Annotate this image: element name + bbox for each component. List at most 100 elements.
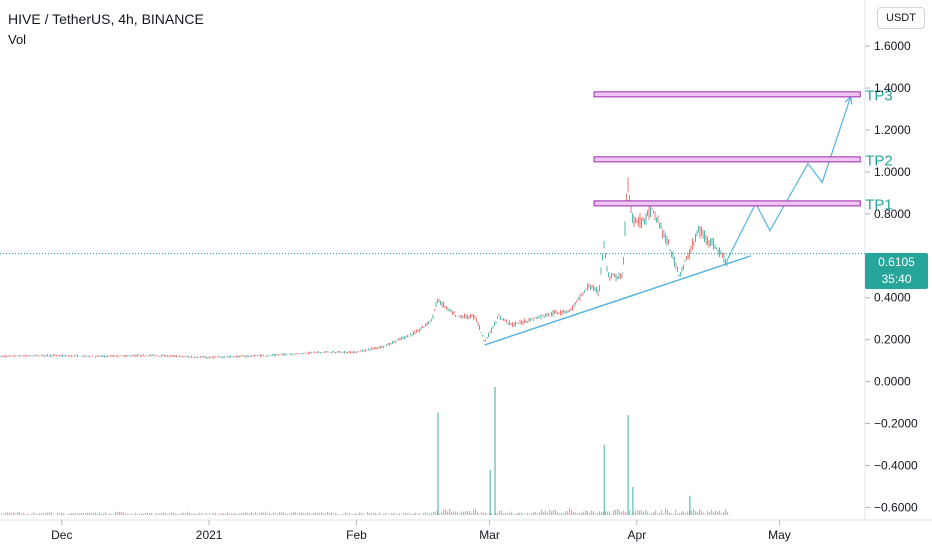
target-zone-tp1[interactable] bbox=[593, 200, 861, 207]
volume-bar bbox=[237, 513, 239, 515]
volume-bar bbox=[93, 513, 95, 515]
target-zone-tp3[interactable] bbox=[593, 91, 861, 98]
volume-bar bbox=[513, 514, 515, 515]
price-tick-label: −0.2000 bbox=[874, 417, 918, 431]
volume-spike bbox=[689, 495, 691, 515]
target-label-tp2: TP2 bbox=[865, 152, 893, 169]
volume-bar bbox=[363, 514, 365, 515]
volume-bar bbox=[271, 513, 273, 515]
projection-path[interactable] bbox=[726, 96, 852, 261]
volume-bar bbox=[5, 512, 7, 515]
volume-bar bbox=[611, 514, 613, 515]
volume-bar bbox=[599, 511, 601, 515]
volume-bar bbox=[567, 511, 569, 515]
volume-bar bbox=[403, 513, 405, 515]
volume-bar bbox=[529, 514, 531, 515]
volume-bar bbox=[309, 513, 311, 515]
volume-bar bbox=[641, 510, 643, 515]
volume-bar bbox=[601, 511, 603, 515]
volume-bar bbox=[471, 512, 473, 515]
target-zone-tp2[interactable] bbox=[593, 156, 861, 163]
volume-bar bbox=[483, 513, 485, 515]
volume-bar bbox=[623, 510, 625, 515]
volume-bar bbox=[9, 512, 11, 515]
volume-bar bbox=[113, 514, 115, 515]
volume-bar bbox=[359, 512, 361, 515]
volume-bar bbox=[687, 511, 689, 515]
volume-bar bbox=[207, 514, 209, 515]
volume-bar bbox=[385, 512, 387, 515]
volume-bar bbox=[205, 512, 207, 515]
chart-drawings[interactable]: TP1 TP2 TP3 bbox=[0, 87, 893, 346]
volume-bar bbox=[475, 509, 477, 515]
volume-bar bbox=[463, 511, 465, 515]
volume-bar bbox=[411, 514, 413, 515]
volume-bar bbox=[313, 512, 315, 515]
volume-bar bbox=[131, 513, 133, 515]
volume-bar bbox=[71, 512, 73, 515]
volume-bar bbox=[679, 512, 681, 515]
volume-bar bbox=[43, 513, 45, 515]
volume-bar bbox=[133, 514, 135, 515]
volume-bar bbox=[57, 512, 59, 515]
volume-bar bbox=[631, 514, 633, 515]
time-tick-label: Apr bbox=[628, 528, 647, 542]
volume-bar bbox=[713, 512, 715, 515]
volume-bar bbox=[69, 513, 71, 515]
volume-bar bbox=[683, 511, 685, 515]
volume-bar bbox=[473, 509, 475, 515]
volume-bar bbox=[143, 513, 145, 515]
volume-bar bbox=[311, 514, 313, 515]
volume-label[interactable]: Vol bbox=[8, 32, 27, 47]
volume-bar bbox=[27, 513, 29, 515]
volume-spike bbox=[627, 415, 629, 515]
volume-bar bbox=[665, 508, 667, 515]
price-tick-label: 1.0000 bbox=[874, 165, 911, 179]
volume-bar bbox=[13, 512, 15, 515]
volume-bar bbox=[289, 513, 291, 515]
volume-bar bbox=[355, 513, 357, 515]
volume-bar bbox=[241, 513, 243, 515]
price-tick-label: −0.6000 bbox=[874, 500, 918, 514]
ascending-trendline[interactable] bbox=[484, 255, 752, 346]
volume-bar bbox=[425, 512, 427, 515]
volume-bar bbox=[3, 513, 5, 515]
volume-bar bbox=[201, 512, 203, 515]
time-tick-label: Feb bbox=[346, 528, 367, 542]
volume-bar bbox=[155, 513, 157, 515]
volume-bar bbox=[79, 513, 81, 515]
volume-bar bbox=[373, 513, 375, 515]
volume-bar bbox=[265, 511, 267, 515]
volume-bar bbox=[525, 514, 527, 515]
time-tick-label: 2021 bbox=[196, 528, 223, 542]
volume-bar bbox=[251, 511, 253, 515]
volume-bar bbox=[59, 513, 61, 515]
volume-bar bbox=[235, 513, 237, 515]
volume-bar bbox=[531, 513, 533, 515]
volume-bar bbox=[661, 510, 663, 515]
volume-bar bbox=[597, 512, 599, 515]
volume-bar bbox=[157, 513, 159, 515]
volume-bar bbox=[619, 510, 621, 515]
volume-bar bbox=[317, 513, 319, 515]
currency-button[interactable]: USDT bbox=[877, 7, 925, 29]
volume-bar bbox=[47, 512, 49, 515]
volume-spike bbox=[494, 387, 496, 515]
volume-bar bbox=[37, 513, 39, 515]
volume-bar bbox=[213, 512, 215, 515]
price-tick-label: 1.2000 bbox=[874, 123, 911, 137]
volume-bar bbox=[547, 512, 549, 515]
volume-bar bbox=[553, 509, 555, 515]
symbol-title[interactable]: HIVE / TetherUS, 4h, BINANCE bbox=[8, 11, 204, 27]
volume-bar bbox=[73, 512, 75, 515]
time-axis-ticks[interactable]: Dec 2021 Feb Mar Apr May bbox=[51, 520, 791, 542]
volume-bar bbox=[727, 511, 729, 515]
volume-bar bbox=[537, 513, 539, 515]
volume-bar bbox=[551, 511, 553, 515]
volume-bar bbox=[399, 513, 401, 515]
volume-bar bbox=[331, 512, 333, 515]
volume-bar bbox=[243, 513, 245, 515]
volume-spike bbox=[632, 486, 634, 515]
price-axis-ticks[interactable]: 1.6000 1.4000 1.2000 1.0000 0.8000 0.4000 0.20… bbox=[865, 39, 918, 514]
